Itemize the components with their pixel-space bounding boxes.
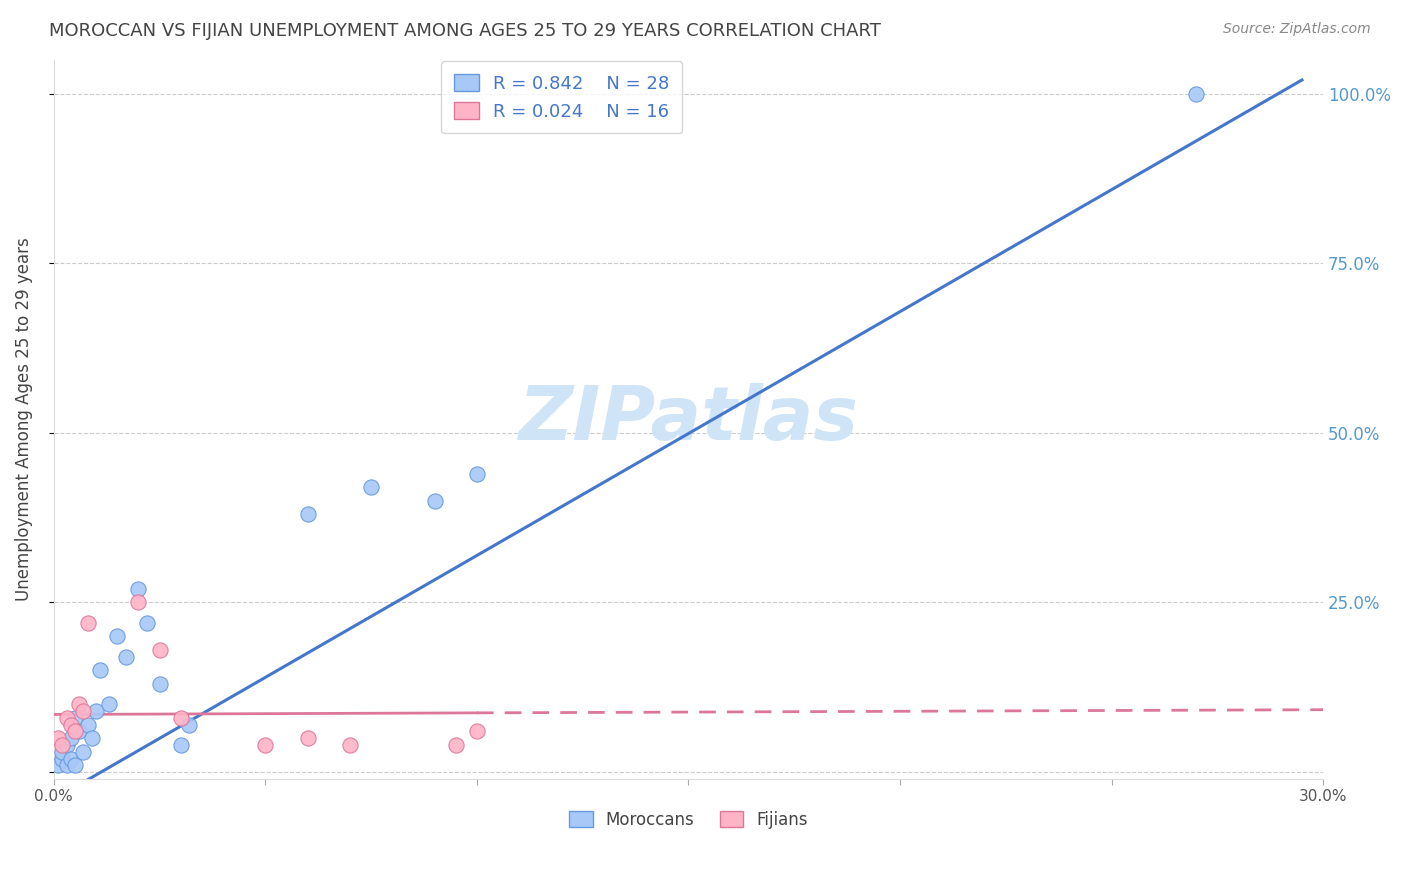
Point <box>127 582 149 596</box>
Point <box>51 745 73 759</box>
Point <box>55 738 77 752</box>
Point <box>59 717 82 731</box>
Point <box>46 758 69 772</box>
Point <box>105 629 128 643</box>
Legend: Moroccans, Fijians: Moroccans, Fijians <box>562 804 814 835</box>
Point <box>89 664 111 678</box>
Point <box>59 731 82 746</box>
Point <box>46 731 69 746</box>
Point <box>63 711 86 725</box>
Point <box>72 704 94 718</box>
Point <box>51 751 73 765</box>
Point <box>51 738 73 752</box>
Text: Source: ZipAtlas.com: Source: ZipAtlas.com <box>1223 22 1371 37</box>
Point <box>84 704 107 718</box>
Point <box>67 698 90 712</box>
Point <box>297 508 319 522</box>
Point <box>97 698 120 712</box>
Point <box>67 724 90 739</box>
Point <box>55 758 77 772</box>
Point <box>114 649 136 664</box>
Point <box>59 751 82 765</box>
Point <box>465 467 488 481</box>
Point <box>179 717 201 731</box>
Point <box>360 480 382 494</box>
Point <box>170 711 193 725</box>
Point <box>63 758 86 772</box>
Point <box>149 677 172 691</box>
Point <box>135 615 157 630</box>
Point <box>444 738 467 752</box>
Point <box>149 643 172 657</box>
Point <box>423 493 446 508</box>
Point <box>76 717 98 731</box>
Point <box>72 745 94 759</box>
Point <box>254 738 277 752</box>
Text: MOROCCAN VS FIJIAN UNEMPLOYMENT AMONG AGES 25 TO 29 YEARS CORRELATION CHART: MOROCCAN VS FIJIAN UNEMPLOYMENT AMONG AG… <box>49 22 882 40</box>
Point <box>55 711 77 725</box>
Point <box>339 738 361 752</box>
Point <box>76 615 98 630</box>
Point <box>1185 87 1208 101</box>
Point <box>127 595 149 609</box>
Text: ZIPatlas: ZIPatlas <box>519 383 859 456</box>
Y-axis label: Unemployment Among Ages 25 to 29 years: Unemployment Among Ages 25 to 29 years <box>15 237 32 601</box>
Point <box>170 738 193 752</box>
Point <box>80 731 103 746</box>
Point <box>63 724 86 739</box>
Point <box>465 724 488 739</box>
Point <box>297 731 319 746</box>
